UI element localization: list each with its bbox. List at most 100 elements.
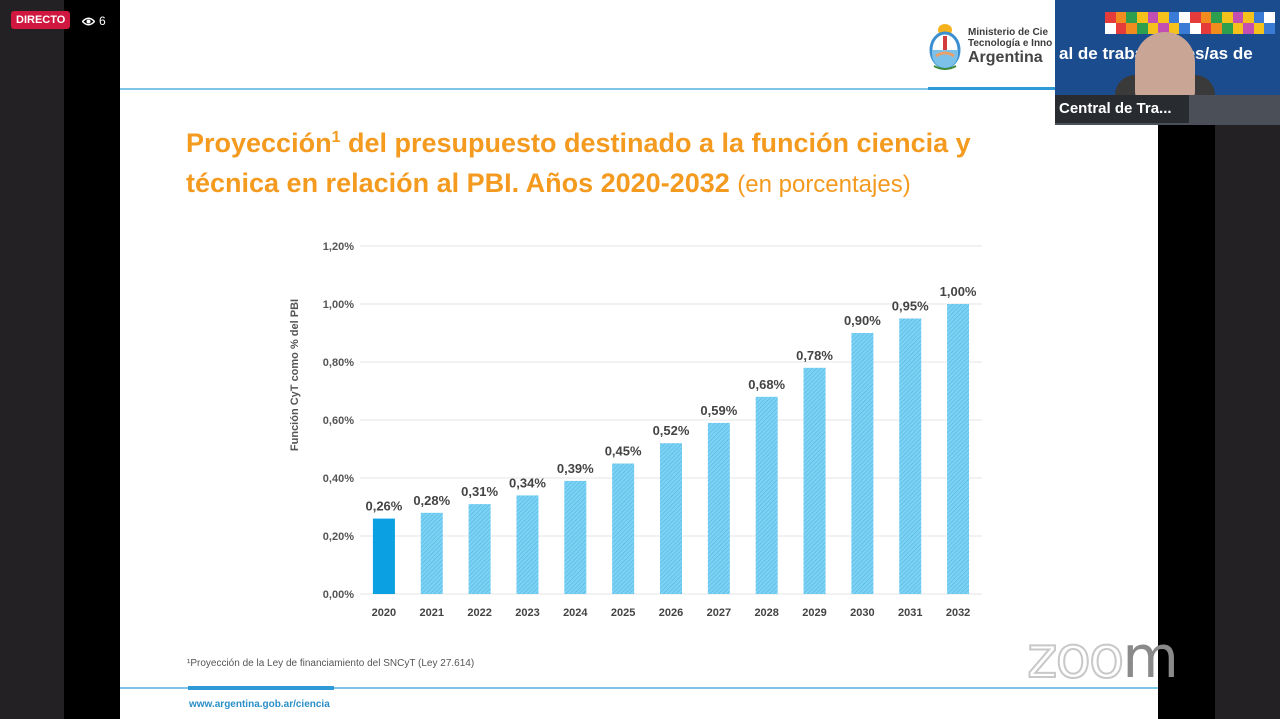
banner-color-block bbox=[1168, 12, 1180, 23]
banner-color-block bbox=[1243, 12, 1254, 23]
title-text-2: del presupuesto destinado a la función c… bbox=[186, 128, 971, 198]
x-tick-label: 2024 bbox=[563, 607, 588, 619]
y-tick-label: 1,00% bbox=[323, 299, 354, 311]
banner-color-block bbox=[1190, 12, 1201, 23]
bar-value-label: 0,45% bbox=[605, 444, 642, 459]
bar-value-label: 0,59% bbox=[700, 403, 737, 418]
bar-value-label: 0,26% bbox=[365, 499, 402, 514]
banner-color-block bbox=[1136, 12, 1148, 23]
logo-line-2: Tecnología e Inno bbox=[968, 38, 1053, 49]
x-tick-label: 2025 bbox=[611, 607, 635, 619]
video-desk bbox=[1055, 95, 1280, 125]
banner-color-block bbox=[1158, 23, 1169, 34]
bar-value-label: 0,68% bbox=[748, 377, 785, 392]
x-tick-label: 2022 bbox=[467, 607, 491, 619]
left-letterbox bbox=[64, 0, 120, 719]
x-tick-label: 2023 bbox=[515, 607, 539, 619]
bar-value-label: 0,39% bbox=[557, 461, 594, 476]
footer-url[interactable]: www.argentina.gob.ar/ciencia bbox=[189, 699, 330, 710]
banner-color-block bbox=[1126, 23, 1137, 34]
x-tick-label: 2032 bbox=[946, 607, 970, 619]
bar-2024 bbox=[564, 480, 587, 594]
y-tick-label: 1,20% bbox=[323, 241, 354, 253]
logo-underline bbox=[928, 87, 1058, 90]
banner-color-block bbox=[1221, 12, 1233, 23]
bar-2026 bbox=[660, 443, 682, 594]
bar-2028 bbox=[755, 396, 778, 594]
bar-2030 bbox=[851, 333, 874, 594]
banner-color-block bbox=[1115, 12, 1127, 23]
banner-color-block bbox=[1264, 12, 1275, 23]
bar-2021 bbox=[420, 512, 443, 594]
banner-color-block bbox=[1211, 12, 1222, 23]
bar-2029 bbox=[803, 367, 826, 594]
banner-color-block bbox=[1232, 23, 1244, 34]
y-tick-label: 0,60% bbox=[323, 415, 354, 427]
banner-color-block bbox=[1158, 12, 1169, 23]
banner-color-block bbox=[1200, 12, 1212, 23]
bar-value-label: 0,78% bbox=[796, 348, 833, 363]
y-tick-label: 0,40% bbox=[323, 473, 354, 485]
bar-2032 bbox=[947, 304, 970, 594]
bar-value-label: 0,90% bbox=[844, 313, 881, 328]
title-text-1: Proyección bbox=[186, 128, 332, 158]
banner-color-pattern bbox=[1105, 12, 1275, 34]
bar-value-label: 0,95% bbox=[892, 299, 929, 314]
banner-color-block bbox=[1105, 23, 1116, 34]
presentation-slide: Ministerio de Cie Tecnología e Inno Arge… bbox=[120, 0, 1158, 719]
viewer-count: 6 bbox=[82, 14, 106, 28]
banner-color-block bbox=[1179, 12, 1190, 23]
bar-2022 bbox=[468, 504, 491, 594]
bar-value-label: 0,52% bbox=[653, 423, 690, 438]
bar-chart: 0,00% 0,20% 0,40% 0,60% 0,80% 1,00% 1,20% 0,26… bbox=[289, 241, 982, 619]
banner-color-block bbox=[1211, 23, 1222, 34]
banner-color-block bbox=[1253, 23, 1265, 34]
bar-2031 bbox=[899, 318, 922, 594]
participant-video-thumbnail[interactable]: al de trabajadores/as de Central de Tra.… bbox=[1055, 0, 1280, 125]
bar-value-label: 0,31% bbox=[461, 484, 498, 499]
banner-color-block bbox=[1200, 23, 1212, 34]
speaker-head bbox=[1135, 32, 1195, 102]
y-tick-label: 0,00% bbox=[323, 589, 354, 601]
x-tick-label: 2028 bbox=[754, 607, 778, 619]
logo-line-1: Ministerio de Cie bbox=[968, 27, 1049, 38]
x-tick-label: 2020 bbox=[372, 607, 396, 619]
banner-color-block bbox=[1232, 12, 1244, 23]
banner-color-block bbox=[1147, 23, 1159, 34]
banner-color-block bbox=[1115, 23, 1127, 34]
bar-value-label: 0,28% bbox=[413, 493, 450, 508]
y-tick-label: 0,20% bbox=[323, 531, 354, 543]
live-badge: DIRECTO bbox=[11, 11, 71, 29]
ministry-logo: Ministerio de Cie Tecnología e Inno Arge… bbox=[928, 22, 1052, 72]
bar-2025 bbox=[612, 463, 635, 594]
x-tick-label: 2026 bbox=[659, 607, 683, 619]
y-tick-label: 0,80% bbox=[323, 357, 354, 369]
zoom-watermark-solid: m bbox=[1122, 623, 1178, 691]
slide-title: Proyección1 del presupuesto destinado a … bbox=[186, 118, 1026, 205]
banner-color-block bbox=[1264, 23, 1275, 34]
title-subtitle: (en porcentajes) bbox=[737, 171, 911, 198]
bar-2027 bbox=[707, 422, 730, 594]
participant-name: Central de Tra... bbox=[1055, 95, 1189, 123]
x-tick-label: 2021 bbox=[420, 607, 444, 619]
bar-2020 bbox=[372, 518, 395, 594]
banner-color-block bbox=[1168, 23, 1180, 34]
zoom-watermark: zoom bbox=[1026, 627, 1179, 687]
banner-color-block bbox=[1221, 23, 1233, 34]
footnote: ¹Proyección de la Ley de financiamiento … bbox=[187, 658, 475, 669]
logo-line-3: Argentina bbox=[968, 49, 1043, 66]
banner-color-block bbox=[1105, 12, 1116, 23]
footer-divider bbox=[120, 687, 1158, 689]
banner-color-block bbox=[1190, 23, 1201, 34]
y-axis-label: Función CyT como % del PBI bbox=[289, 299, 301, 451]
header-divider bbox=[120, 88, 1158, 90]
banner-color-block bbox=[1147, 12, 1159, 23]
eye-icon bbox=[82, 17, 95, 25]
bar-2023 bbox=[516, 495, 539, 594]
coat-of-arms-icon bbox=[929, 24, 961, 70]
banner-color-block bbox=[1179, 23, 1190, 34]
x-tick-label: 2030 bbox=[850, 607, 874, 619]
title-footnote-ref: 1 bbox=[331, 129, 341, 146]
bar-value-label: 1,00% bbox=[940, 284, 977, 299]
banner-color-block bbox=[1136, 23, 1148, 34]
